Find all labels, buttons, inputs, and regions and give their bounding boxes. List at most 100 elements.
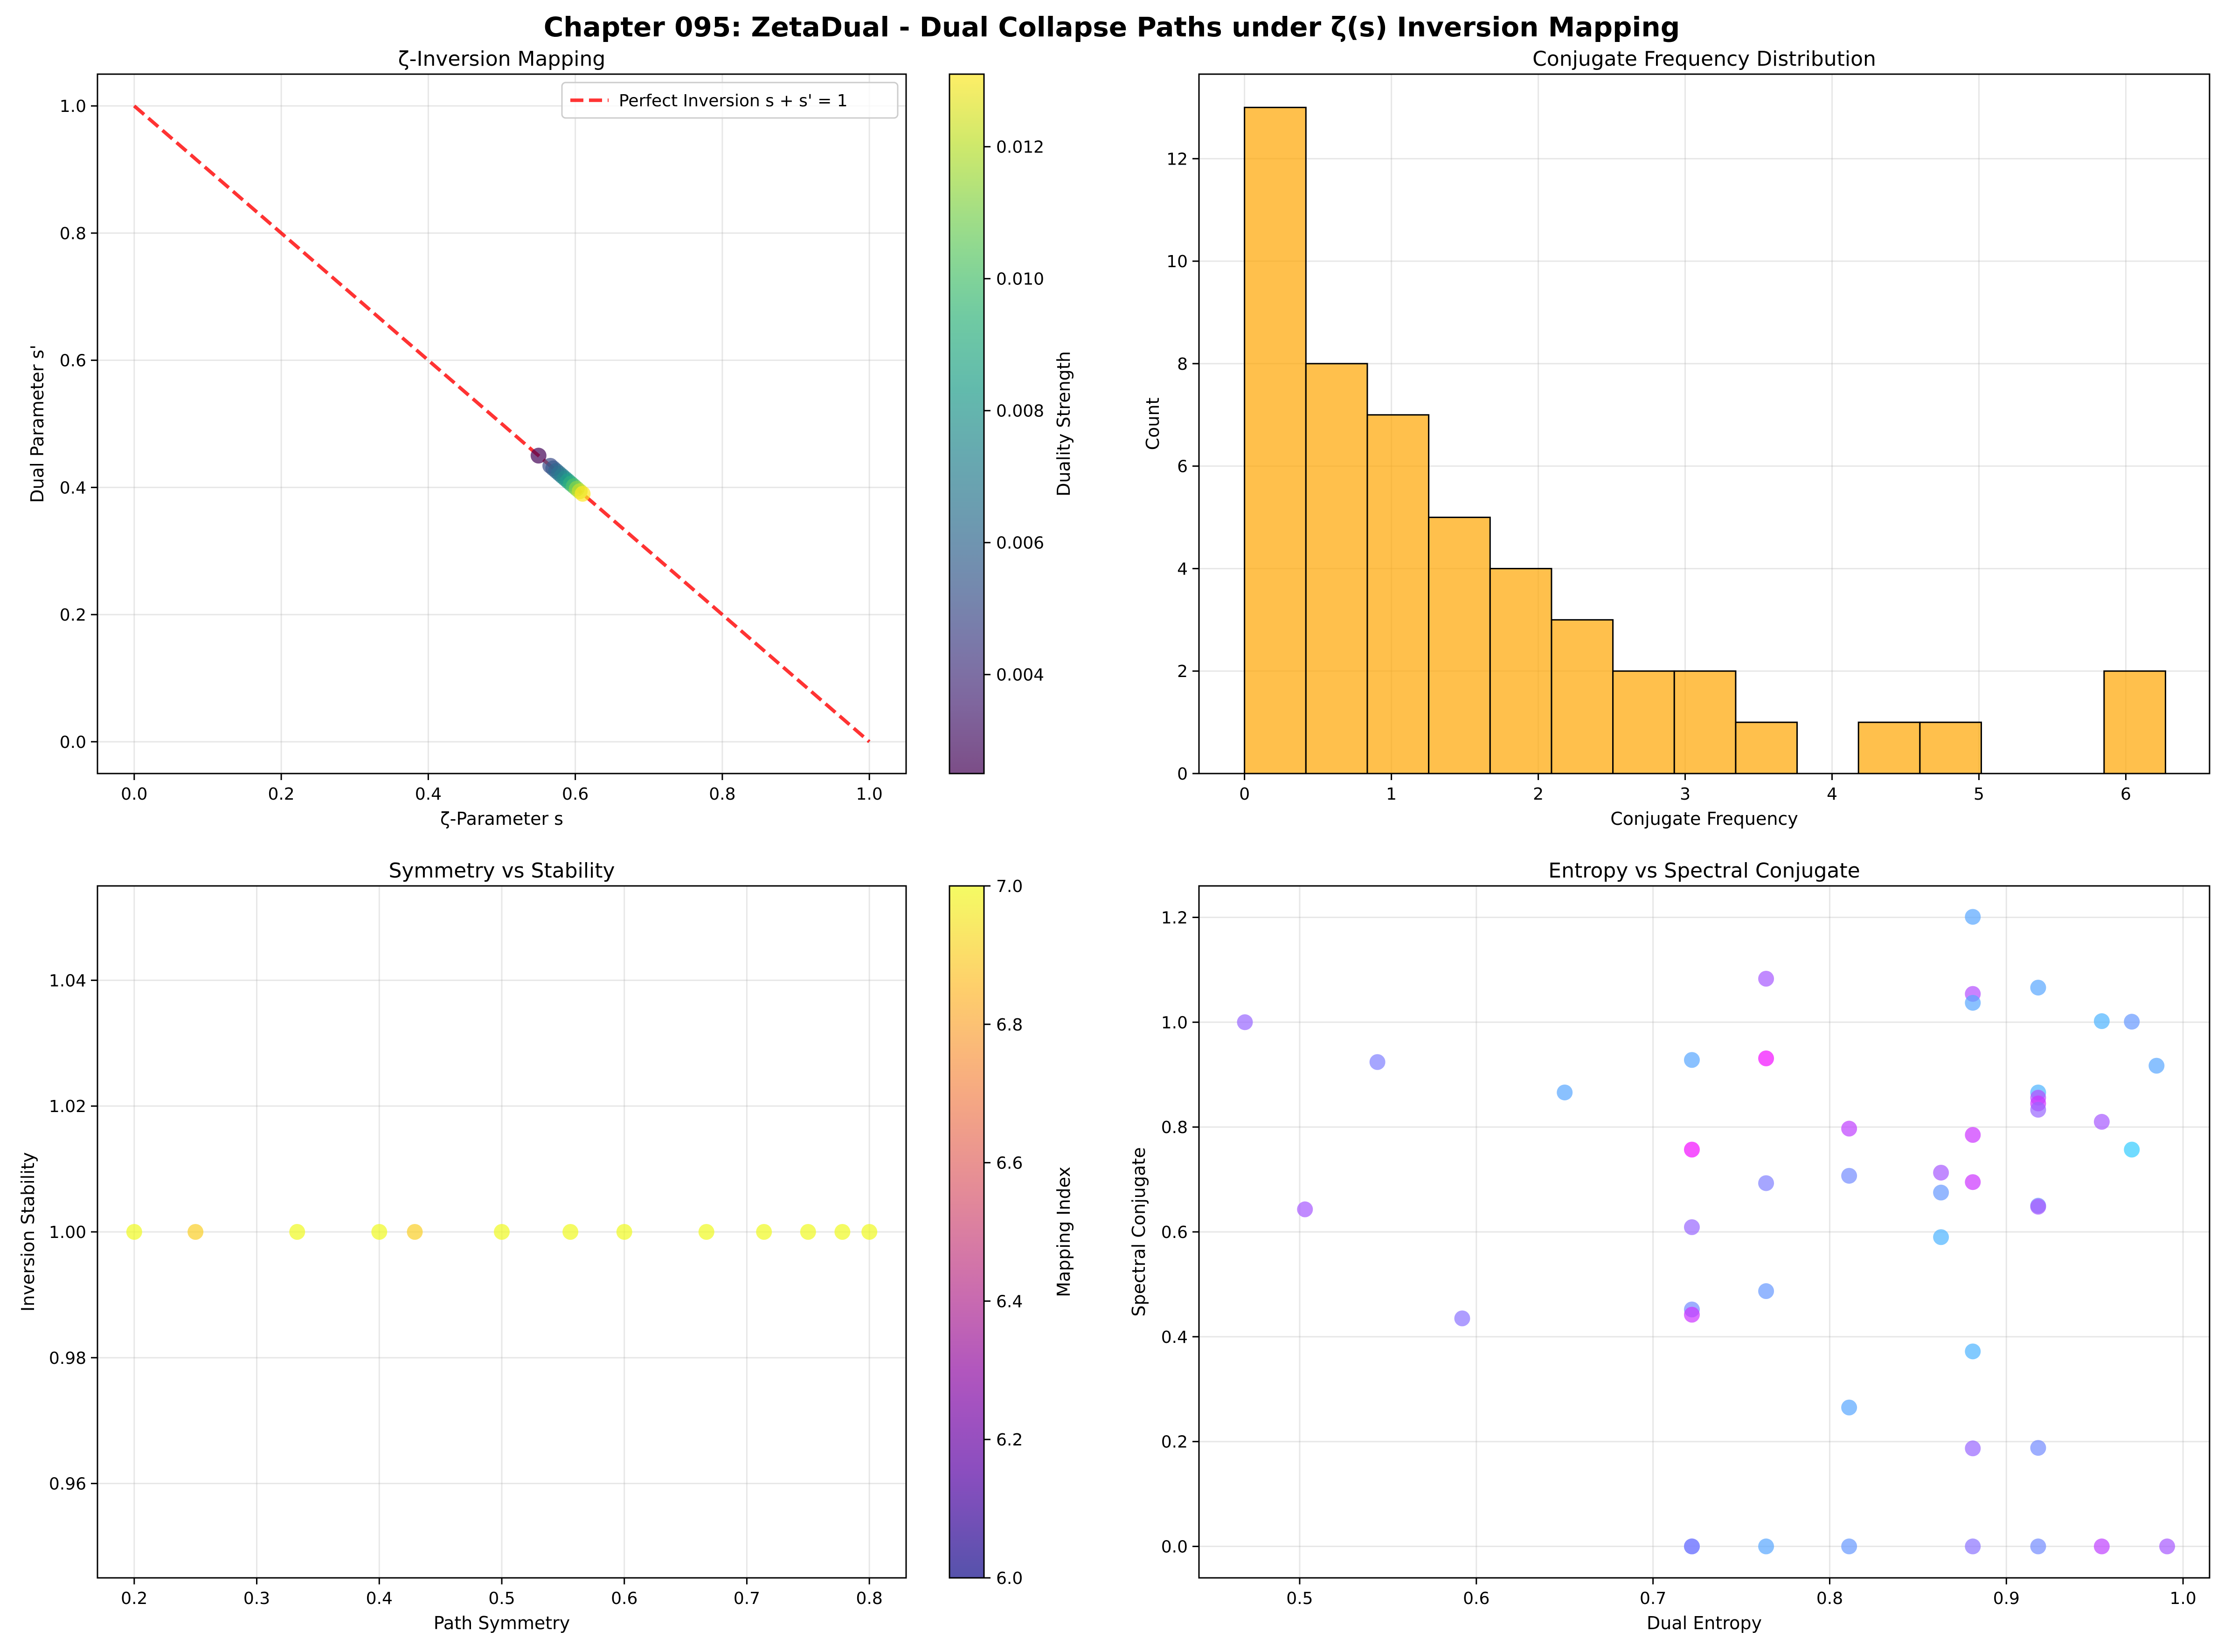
- legend: Perfect Inversion s + s' = 1: [561, 82, 899, 119]
- axes-frame: [1198, 73, 2210, 774]
- histogram-bar: [1366, 414, 1430, 774]
- x-tick-label: 2: [1533, 785, 1544, 804]
- x-tick-label: 3: [1680, 785, 1691, 804]
- histogram-bar: [1673, 670, 1737, 774]
- scatter-point: [1237, 1014, 1253, 1030]
- colorbar-fill: [949, 74, 984, 774]
- scatter-point: [289, 1224, 305, 1240]
- x-tick-label: 0: [1239, 785, 1250, 804]
- legend-box: [561, 82, 899, 119]
- x-tick-label: 0.8: [709, 785, 735, 804]
- scatter-point: [1841, 1168, 1857, 1184]
- scatter-point: [126, 1224, 142, 1240]
- histogram-bar: [1919, 721, 1982, 774]
- x-tick-label: 1.0: [2170, 1589, 2196, 1608]
- scatter-point: [1965, 995, 1981, 1011]
- scatter-point: [1684, 1538, 1700, 1555]
- scatter-point: [1758, 1283, 1774, 1299]
- x-tick-label: 1: [1386, 785, 1397, 804]
- colorbar-tick-label: 6.6: [996, 1154, 1023, 1173]
- x-tick-label: 0.2: [268, 785, 294, 804]
- y-axis-label: Spectral Conjugate: [1129, 1147, 1149, 1316]
- scatter-point: [1758, 1175, 1774, 1191]
- x-tick-label: 0.4: [415, 785, 442, 804]
- scatter-point: [861, 1224, 878, 1240]
- colorbar-label: Duality Strength: [1053, 351, 1074, 497]
- scatter-point: [1965, 1440, 1981, 1457]
- histogram-bar: [1612, 670, 1675, 774]
- colorbar-frame: [949, 885, 985, 1579]
- perfect-inversion-line: [133, 104, 871, 743]
- scatter-point: [1933, 1229, 1949, 1245]
- colorbar-tick-label: 0.010: [996, 270, 1044, 289]
- scatter-point: [1965, 1127, 1981, 1143]
- x-axis-label: ζ-Parameter s: [440, 809, 563, 829]
- y-tick-label: 1.2: [1161, 908, 1188, 927]
- scatter-point: [756, 1224, 772, 1240]
- colorbar: 0.004 0.006 0.008 0.010 0.012 Duality Strengt…: [949, 73, 1074, 774]
- y-axis-label: Dual Parameter s': [27, 345, 48, 503]
- scatter-point: [1758, 970, 1774, 987]
- scatter-point: [1933, 1164, 1949, 1181]
- y-tick-label: 1.04: [49, 971, 86, 990]
- y-tick-label: 0: [1177, 765, 1188, 784]
- y-tick-label: 1.0: [60, 97, 86, 116]
- colorbar-frame: [949, 73, 985, 774]
- y-tick-label: 4: [1177, 560, 1188, 579]
- scatter-point: [2030, 1102, 2046, 1118]
- histogram-bar: [1244, 106, 1307, 774]
- x-tick-label: 0.9: [1993, 1589, 2020, 1608]
- histogram-bar: [2103, 670, 2167, 774]
- scatter-point: [2030, 1440, 2046, 1456]
- colorbar-tick-label: 0.006: [996, 534, 1044, 553]
- y-tick-label: 0.6: [1161, 1223, 1188, 1242]
- histogram-bar: [1857, 721, 1921, 774]
- y-tick-label: 0.4: [60, 478, 86, 498]
- scatter-point: [2093, 1113, 2110, 1130]
- colorbar-tick-label: 6.2: [996, 1431, 1023, 1450]
- x-tick-label: 0.5: [1286, 1589, 1313, 1608]
- colorbar-tick-label: 6.0: [996, 1569, 1023, 1588]
- scatter-point: [1557, 1084, 1573, 1100]
- x-tick-label: 6: [2120, 785, 2131, 804]
- x-tick-label: 0.8: [856, 1589, 883, 1608]
- scatter-point: [1841, 1120, 1857, 1137]
- y-tick-label: 0.2: [60, 606, 86, 625]
- scatter-point: [1933, 1184, 1949, 1201]
- x-tick-label: 0.2: [121, 1589, 147, 1608]
- x-tick-label: 0.0: [121, 785, 147, 804]
- colorbar: 6.0 6.2 6.4 6.6 6.8 7.0 Mapping Index: [949, 877, 1074, 1588]
- scatter-point: [1297, 1201, 1313, 1217]
- x-axis-label: Dual Entropy: [1647, 1613, 1762, 1633]
- axes-frame: [97, 73, 907, 774]
- histogram-bar: [1305, 363, 1368, 774]
- x-axis-label: Path Symmetry: [434, 1613, 570, 1633]
- x-tick-label: 0.6: [562, 785, 589, 804]
- x-tick-label: 0.8: [1816, 1589, 1843, 1608]
- y-tick-label: 6: [1177, 457, 1188, 477]
- scatter-point: [575, 486, 591, 502]
- histogram-bar: [1489, 567, 1552, 774]
- scatter-point: [1965, 909, 1981, 925]
- histogram-bar: [1428, 517, 1491, 774]
- scatter-point: [800, 1224, 816, 1240]
- panel-entropy-vs-spectral-conjugate: 0.5 0.6 0.7 0.8 0.9 1.0 0.0 0.2 0.4 0.6 0.8 1.0 1.2 E…: [1129, 859, 2210, 1633]
- y-tick-label: 0.6: [60, 352, 86, 371]
- legend-label: Perfect Inversion s + s' = 1: [619, 91, 848, 111]
- y-tick-label: 0.96: [49, 1475, 86, 1494]
- scatter-point: [2030, 1538, 2046, 1555]
- scatter-point: [1841, 1538, 1857, 1555]
- x-tick-label: 5: [1974, 785, 1984, 804]
- y-tick-label: 1.02: [49, 1097, 86, 1116]
- scatter-point: [494, 1224, 510, 1240]
- scatter-point: [1965, 1343, 1981, 1360]
- panel-title: ζ-Inversion Mapping: [398, 47, 606, 71]
- x-tick-label: 0.6: [611, 1589, 637, 1608]
- panel-zeta-inversion-mapping: 0.0 0.2 0.4 0.6 0.8 1.0 0.0 0.2 0.4 0.6 0.8 1.0 ζ-In…: [27, 47, 1074, 829]
- colorbar-tick-label: 7.0: [996, 877, 1023, 896]
- colorbar-tick-label: 6.8: [996, 1016, 1023, 1035]
- scatter-point: [2124, 1141, 2140, 1158]
- scatter-point: [2030, 1199, 2046, 1215]
